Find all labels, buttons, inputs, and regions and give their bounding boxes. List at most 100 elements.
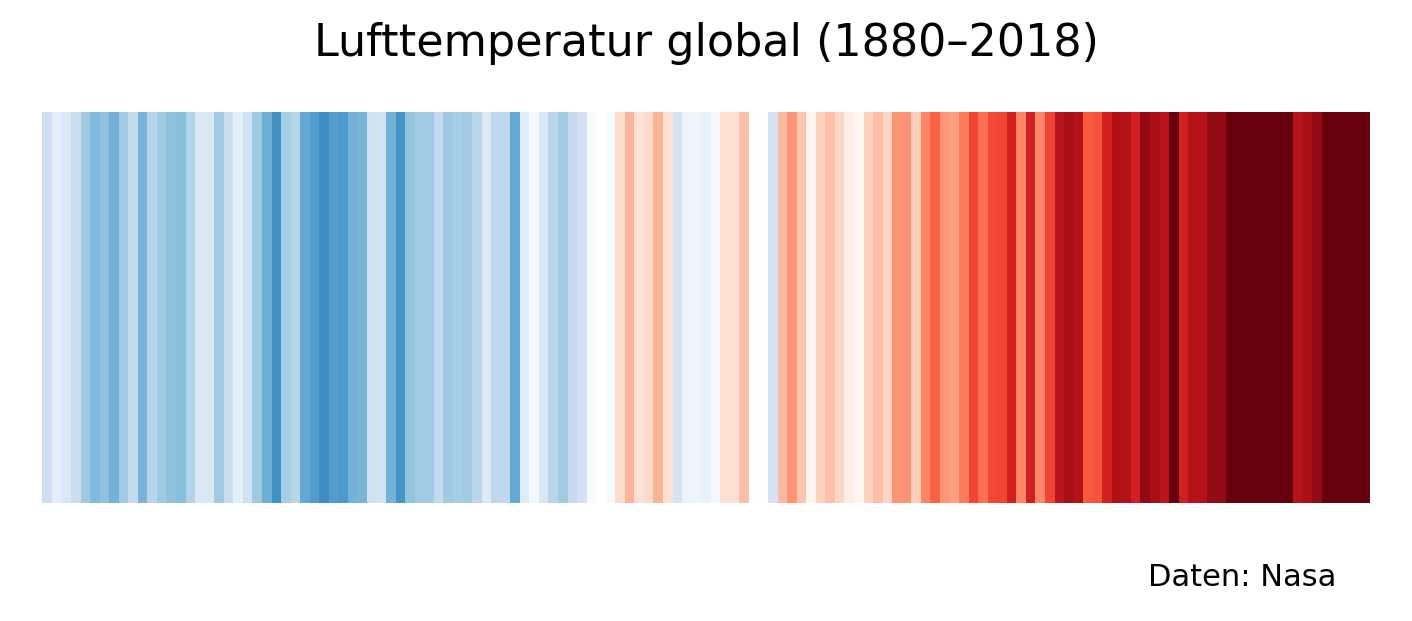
Bar: [309, 112, 319, 503]
Bar: [301, 112, 309, 503]
Bar: [1017, 112, 1027, 503]
Bar: [415, 112, 425, 503]
Bar: [443, 112, 453, 503]
Bar: [979, 112, 987, 503]
Bar: [205, 112, 215, 503]
Bar: [472, 112, 481, 503]
Bar: [892, 112, 902, 503]
Bar: [347, 112, 357, 503]
Bar: [702, 112, 710, 503]
Bar: [1073, 112, 1083, 503]
Bar: [826, 112, 834, 503]
Bar: [806, 112, 816, 503]
Bar: [80, 112, 90, 503]
Bar: [654, 112, 664, 503]
Bar: [911, 112, 921, 503]
Bar: [1197, 112, 1207, 503]
Bar: [710, 112, 720, 503]
Bar: [1265, 112, 1274, 503]
Bar: [854, 112, 864, 503]
Bar: [1293, 112, 1303, 503]
Bar: [1236, 112, 1245, 503]
Bar: [626, 112, 634, 503]
Bar: [425, 112, 433, 503]
Bar: [1065, 112, 1073, 503]
Bar: [596, 112, 606, 503]
Bar: [1350, 112, 1360, 503]
Bar: [90, 112, 100, 503]
Bar: [748, 112, 758, 503]
Bar: [52, 112, 62, 503]
Bar: [796, 112, 806, 503]
Bar: [100, 112, 109, 503]
Bar: [997, 112, 1007, 503]
Bar: [616, 112, 626, 503]
Bar: [969, 112, 979, 503]
Bar: [319, 112, 329, 503]
Bar: [1027, 112, 1035, 503]
Bar: [433, 112, 443, 503]
Bar: [1207, 112, 1217, 503]
Bar: [71, 112, 80, 503]
Bar: [271, 112, 281, 503]
Bar: [1169, 112, 1179, 503]
Bar: [568, 112, 578, 503]
Bar: [281, 112, 291, 503]
Bar: [1035, 112, 1045, 503]
Bar: [778, 112, 786, 503]
Bar: [786, 112, 796, 503]
Bar: [377, 112, 385, 503]
Bar: [1131, 112, 1141, 503]
Bar: [1255, 112, 1265, 503]
Bar: [1007, 112, 1017, 503]
Bar: [949, 112, 959, 503]
Bar: [263, 112, 271, 503]
Bar: [215, 112, 223, 503]
Bar: [530, 112, 539, 503]
Bar: [481, 112, 491, 503]
Bar: [558, 112, 568, 503]
Bar: [844, 112, 854, 503]
Bar: [1159, 112, 1169, 503]
Bar: [816, 112, 826, 503]
Bar: [233, 112, 243, 503]
Bar: [692, 112, 702, 503]
Text: Daten: Nasa: Daten: Nasa: [1148, 563, 1337, 592]
Bar: [758, 112, 768, 503]
Bar: [395, 112, 405, 503]
Bar: [931, 112, 940, 503]
Bar: [119, 112, 128, 503]
Bar: [834, 112, 844, 503]
Bar: [586, 112, 596, 503]
Bar: [1189, 112, 1197, 503]
Bar: [185, 112, 195, 503]
Bar: [243, 112, 253, 503]
Bar: [1093, 112, 1103, 503]
Bar: [1179, 112, 1189, 503]
Bar: [1332, 112, 1341, 503]
Bar: [1111, 112, 1121, 503]
Bar: [664, 112, 672, 503]
Bar: [520, 112, 530, 503]
Bar: [730, 112, 740, 503]
Bar: [385, 112, 395, 503]
Bar: [606, 112, 616, 503]
Bar: [167, 112, 176, 503]
Bar: [1341, 112, 1350, 503]
Bar: [501, 112, 510, 503]
Bar: [921, 112, 931, 503]
Bar: [940, 112, 949, 503]
Bar: [1322, 112, 1332, 503]
Bar: [62, 112, 71, 503]
Bar: [634, 112, 644, 503]
Bar: [223, 112, 233, 503]
Bar: [1303, 112, 1312, 503]
Bar: [339, 112, 347, 503]
Bar: [578, 112, 586, 503]
Bar: [453, 112, 463, 503]
Bar: [491, 112, 501, 503]
Bar: [147, 112, 157, 503]
Bar: [157, 112, 167, 503]
Bar: [1312, 112, 1322, 503]
Bar: [1149, 112, 1159, 503]
